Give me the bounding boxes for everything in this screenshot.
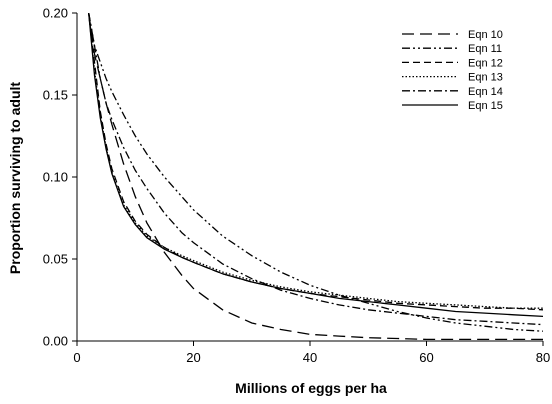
legend-label: Eqn 10 [468, 29, 503, 41]
y-tick-label: 0.10 [43, 170, 68, 185]
x-tick-label: 60 [419, 350, 433, 365]
legend-label: Eqn 13 [468, 72, 503, 84]
series-line-eqn-14 [88, 13, 543, 326]
y-tick-label: 0.00 [43, 334, 68, 349]
x-axis-title: Millions of eggs per ha [235, 380, 387, 396]
x-tick-label: 80 [536, 350, 550, 365]
legend-label: Eqn 11 [468, 43, 502, 55]
series-line-eqn-13 [88, 13, 543, 309]
y-tick-label: 0.15 [43, 88, 68, 103]
x-tick-label: 20 [186, 350, 200, 365]
tick-labels: 0 20 40 60 80 0.00 0.05 0.10 0.15 0.20 [43, 6, 551, 366]
x-tick-label: 0 [73, 350, 80, 365]
legend-label: Eqn 14 [468, 86, 503, 98]
y-tick-label: 0.05 [43, 252, 68, 267]
y-axis-title: Proportion surviving to adult [7, 82, 23, 274]
series-layer [88, 13, 543, 341]
y-tick-label: 0.20 [43, 6, 68, 21]
series-line-eqn-10 [88, 13, 543, 341]
legend-label: Eqn 15 [468, 100, 503, 112]
axes [72, 12, 544, 346]
x-tick-label: 40 [303, 350, 317, 365]
series-line-eqn-12 [88, 13, 543, 311]
legend: Eqn 10 Eqn 11 Eqn 12 Eqn 13 Eqn 14 Eqn 15 [402, 29, 503, 112]
series-line-eqn-15 [88, 13, 543, 318]
legend-label: Eqn 12 [468, 57, 503, 69]
